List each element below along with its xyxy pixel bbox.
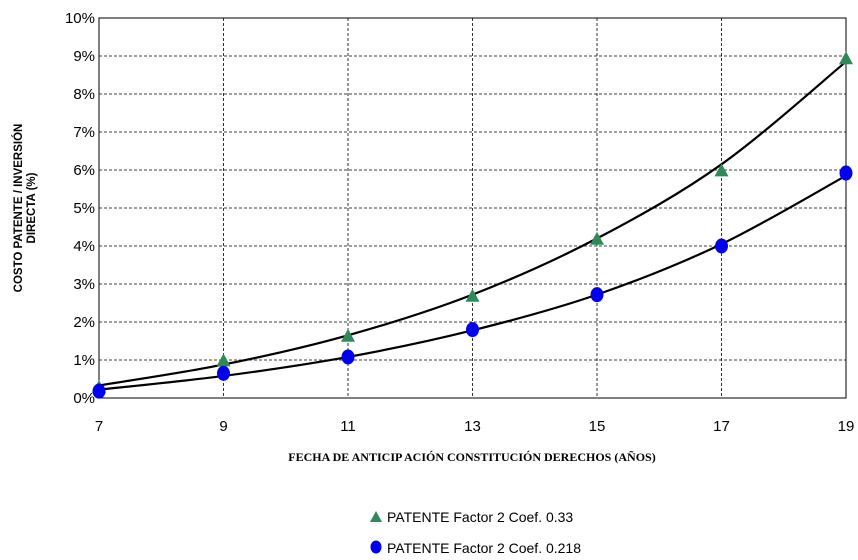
y-tick-label: 2% [73, 314, 95, 331]
circle-marker [341, 349, 355, 365]
triangle-marker [714, 163, 729, 177]
grid [99, 18, 846, 398]
y-axis-label-line-2: DIRECTA (%) [26, 172, 38, 243]
circle-marker [92, 383, 106, 399]
y-tick-label: 0% [73, 390, 95, 407]
legend-item-triangle-series: PATENTE Factor 2 Coef. 0.33 [370, 509, 573, 525]
y-tick-label: 10% [65, 10, 95, 27]
y-tick-label: 1% [73, 352, 95, 369]
x-axis-ticks: 7 9 11 13 15 17 19 [95, 418, 855, 435]
legend-item-circle-series: PATENTE Factor 2 Coef. 0.218 [370, 540, 581, 556]
x-tick-label: 15 [589, 418, 606, 435]
y-axis-ticks: 0% 1% 2% 3% 4% 5% 6% 7% 8% 9% 10% [65, 10, 95, 407]
circle-marker [715, 238, 728, 254]
y-tick-label: 7% [73, 124, 95, 141]
x-tick-label: 17 [713, 418, 730, 435]
y-tick-label: 6% [73, 162, 95, 179]
x-tick-label: 19 [838, 418, 855, 435]
y-axis-label: COSTO PATENTE / INVERSIÓN DIRECTA (%) [12, 124, 38, 293]
circle-marker [466, 322, 479, 338]
triangle-marker [590, 231, 604, 245]
x-axis-label: FECHA DE ANTICIP ACIÓN CONSTITUCIÓN DERE… [288, 450, 655, 464]
plot-area-frame [98, 17, 847, 399]
triangle-marker [465, 288, 480, 302]
legend-circle-marker [370, 540, 382, 554]
circle-marker [217, 365, 230, 381]
y-tick-label: 9% [73, 48, 95, 65]
legend-label-circle-series: PATENTE Factor 2 Coef. 0.218 [387, 540, 581, 556]
x-tick-label: 7 [95, 418, 103, 435]
x-tick-label: 13 [464, 418, 481, 435]
triangle-marker [839, 51, 853, 65]
y-axis-label-line-1: COSTO PATENTE / INVERSIÓN [12, 124, 25, 293]
y-tick-label: 8% [73, 86, 95, 103]
triangle-marker [341, 328, 355, 342]
y-tick-label: 4% [73, 238, 95, 255]
data-markers [92, 51, 853, 399]
y-tick-label: 3% [73, 276, 95, 293]
y-tick-label: 5% [73, 200, 95, 217]
legend: PATENTE Factor 2 Coef. 0.33 PATENTE Fact… [370, 509, 581, 556]
legend-label-triangle-series: PATENTE Factor 2 Coef. 0.33 [387, 509, 573, 525]
legend-triangle-marker [370, 511, 382, 522]
x-tick-label: 11 [340, 418, 356, 435]
triangle-marker [216, 353, 231, 367]
x-tick-label: 9 [219, 418, 227, 435]
circle-marker [839, 165, 853, 181]
circle-marker [590, 287, 604, 303]
